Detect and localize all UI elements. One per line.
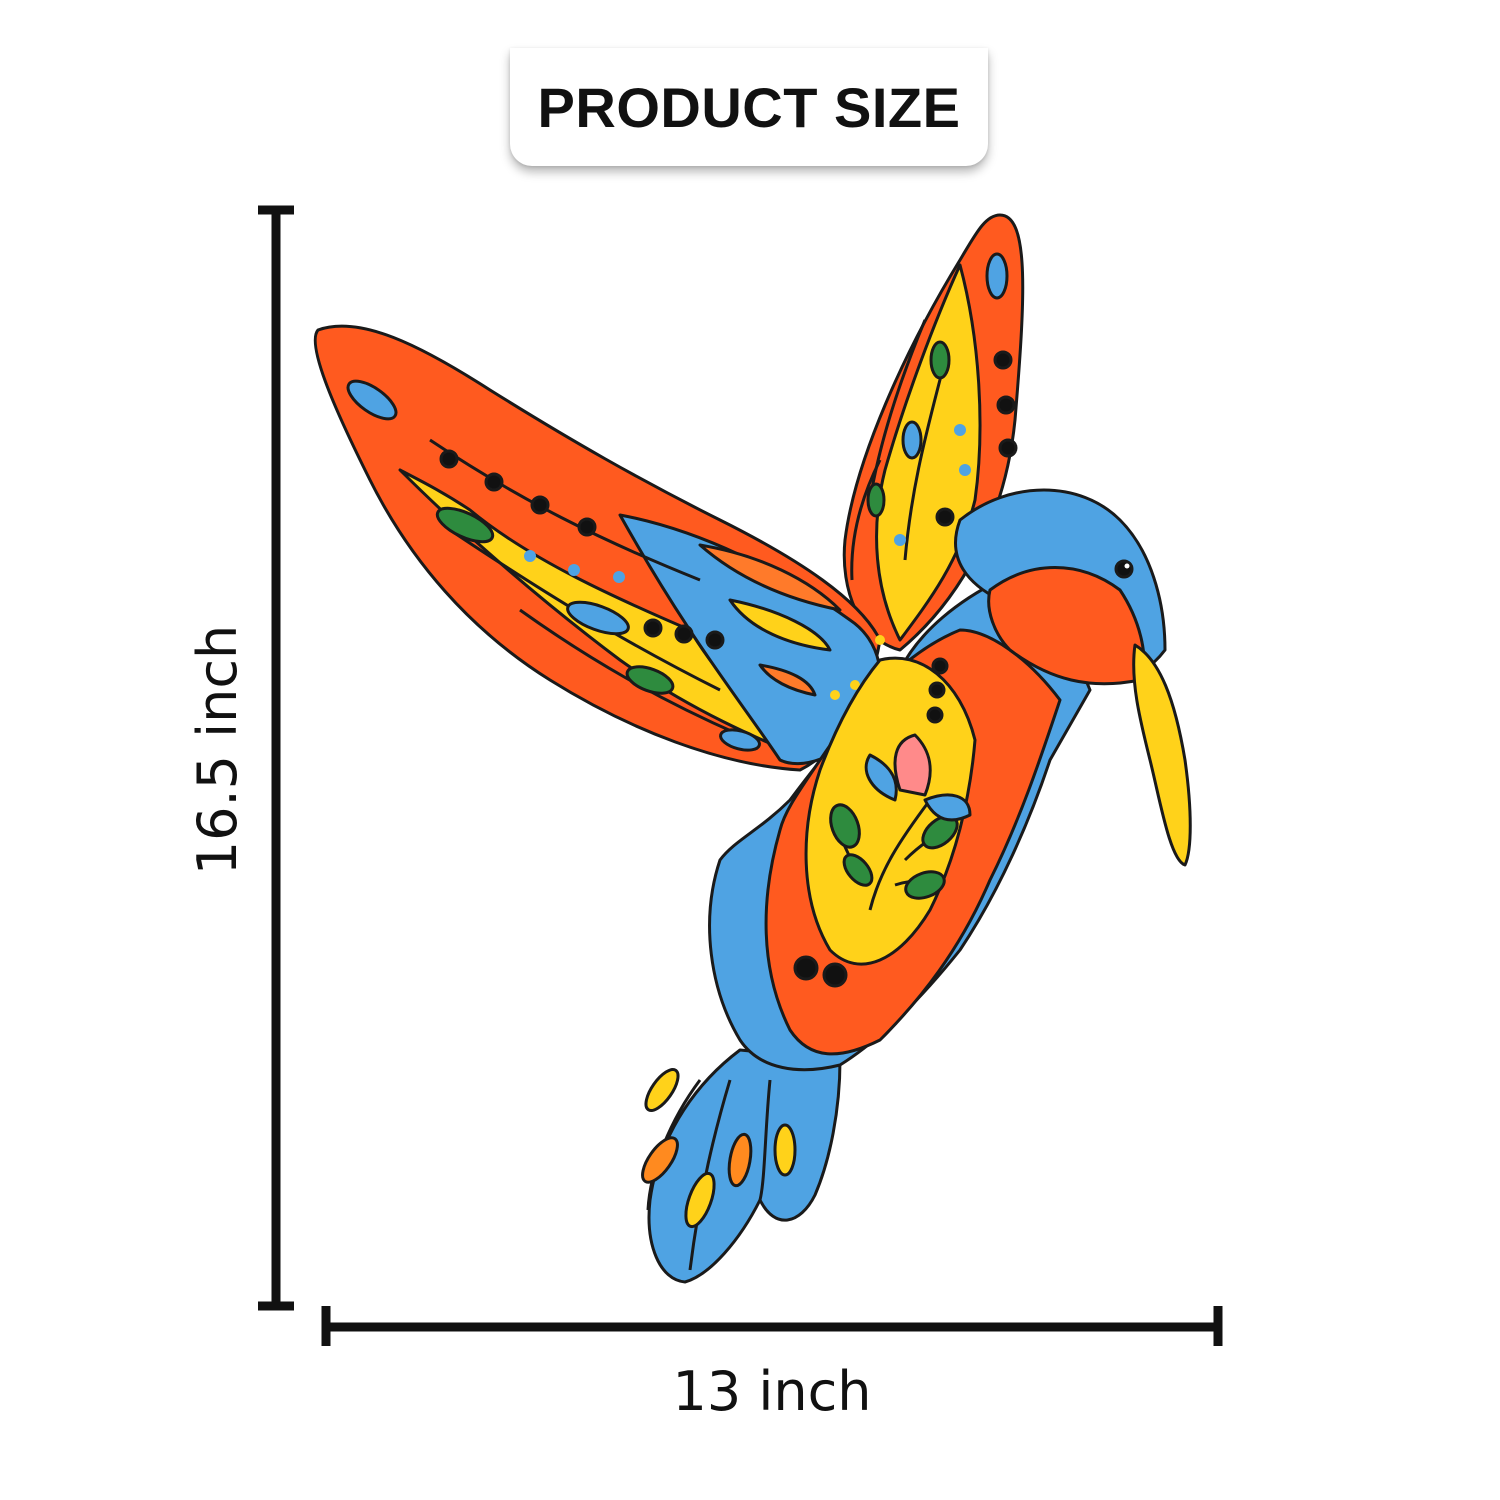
hummingbird-icon xyxy=(313,213,1192,1284)
tail xyxy=(641,1048,842,1284)
height-label: 16.5 inch xyxy=(186,625,249,876)
left-wing xyxy=(313,324,885,772)
head xyxy=(954,488,1192,867)
page-title: PRODUCT SIZE xyxy=(537,75,961,139)
flower-decoration xyxy=(829,733,972,911)
height-dimension-line xyxy=(258,205,294,1311)
width-label: 13 inch xyxy=(672,1360,871,1423)
product-size-badge: PRODUCT SIZE xyxy=(510,48,988,166)
width-dimension-line xyxy=(321,1306,1223,1346)
